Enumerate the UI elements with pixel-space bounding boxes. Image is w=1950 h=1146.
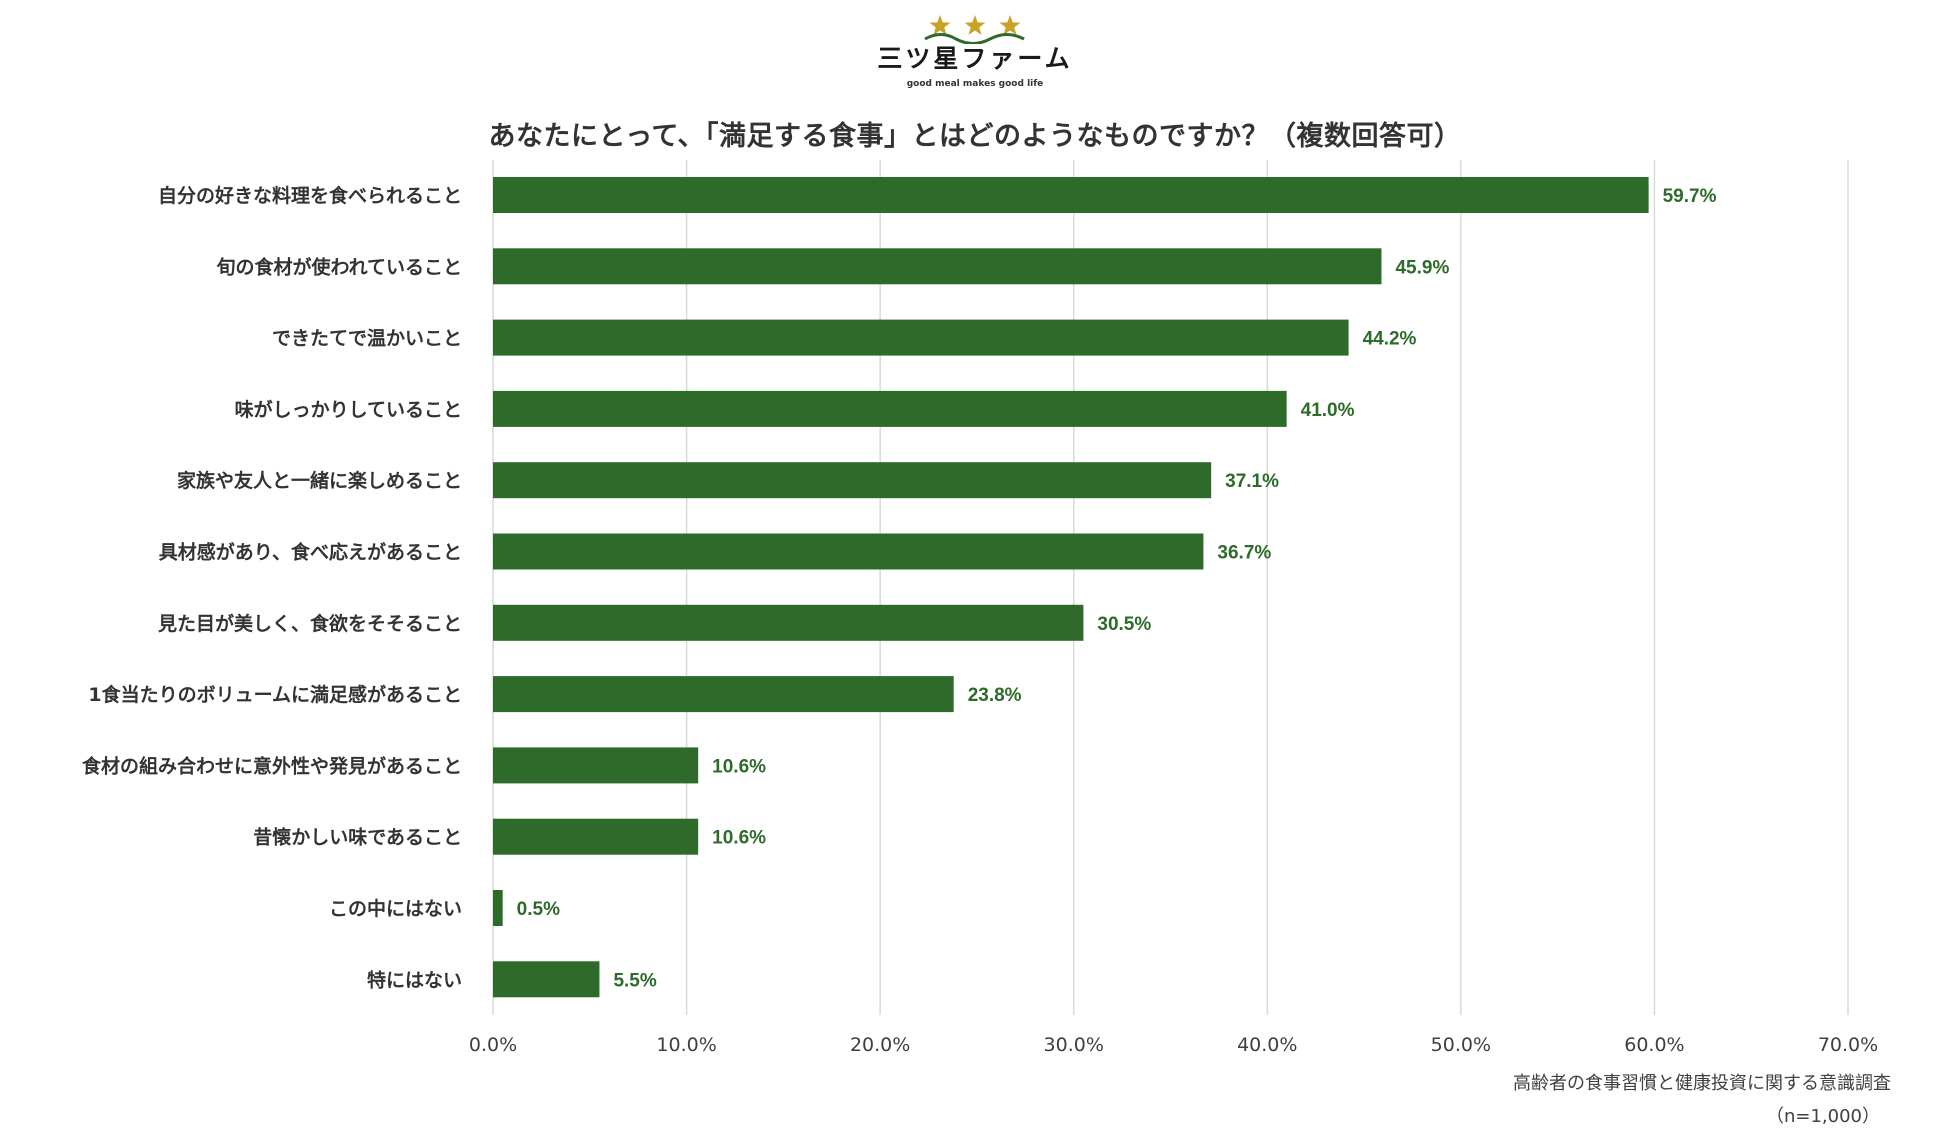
value-label: 10.6% <box>712 828 766 849</box>
category-label: 1食当たりのボリュームに満足感があること <box>88 683 462 706</box>
value-label: 45.9% <box>1395 257 1449 278</box>
value-label: 30.5% <box>1097 614 1151 635</box>
category-label: 具材感があり、食べ応えがあること <box>159 541 462 564</box>
value-label: 5.5% <box>613 970 656 991</box>
x-tick-label: 60.0% <box>1624 1034 1684 1056</box>
x-tick-label: 50.0% <box>1431 1034 1491 1056</box>
category-label: 家族や友人と一緒に楽しめること <box>177 469 462 492</box>
bar <box>493 248 1382 285</box>
bar <box>493 961 600 998</box>
x-tick-label: 20.0% <box>850 1034 910 1056</box>
value-label: 41.0% <box>1301 400 1355 421</box>
x-tick-label: 10.0% <box>656 1034 716 1056</box>
category-label: 食材の組み合わせに意外性や発見があること <box>82 754 462 777</box>
value-label: 10.6% <box>712 756 766 777</box>
bar <box>493 390 1287 427</box>
bars <box>493 177 1649 998</box>
star-icon <box>929 15 951 35</box>
value-label: 37.1% <box>1225 471 1279 492</box>
x-tick-label: 30.0% <box>1044 1034 1104 1056</box>
x-tick-label: 40.0% <box>1237 1034 1297 1056</box>
bar <box>493 890 503 926</box>
bar <box>493 676 954 713</box>
category-label: 味がしっかりしていること <box>235 398 462 421</box>
star-icon <box>924 15 1025 44</box>
sample-size-note: （n=1,000） <box>1765 1106 1880 1127</box>
x-tick-label: 70.0% <box>1818 1034 1878 1056</box>
labels: 0.0% 10.0% 20.0% 30.0% 40.0% 50.0% 60.0% 70.0% 自… <box>82 184 1878 1056</box>
bar <box>493 319 1349 356</box>
star-icon <box>964 15 986 35</box>
category-label: 特にはない <box>367 969 462 991</box>
chart-title: あなたにとって、「満足する食事」とはどのようなものですか？（複数回答可） <box>488 121 1462 152</box>
grid-lines <box>492 160 1849 1015</box>
category-label: できたてで温かいこと <box>272 328 462 350</box>
category-label: 昔懐かしい味であること <box>253 826 462 849</box>
category-label: 自分の好きな料理を食べられること <box>158 184 462 207</box>
value-label: 36.7% <box>1217 543 1271 564</box>
category-label: 見た目が美しく、食欲をそそること <box>158 612 462 635</box>
category-label: この中にはない <box>329 897 462 920</box>
bar <box>493 462 1212 499</box>
category-label: 旬の食材が使われていること <box>217 255 462 278</box>
source-note: 高齢者の食事習慣と健康投資に関する意識調査 <box>1513 1073 1891 1094</box>
star-icon <box>999 15 1021 35</box>
bar <box>493 533 1204 570</box>
bar <box>493 177 1649 213</box>
logo-tagline: good meal makes good life <box>906 79 1044 89</box>
value-label: 0.5% <box>517 899 560 920</box>
logo: 三ツ星ファーム good meal makes good life <box>0 14 1950 104</box>
value-label: 23.8% <box>968 685 1022 706</box>
x-tick-label: 0.0% <box>469 1034 517 1056</box>
value-label: 59.7% <box>1663 186 1717 207</box>
bar <box>493 604 1084 641</box>
bar <box>493 747 699 784</box>
bar <box>493 818 699 855</box>
value-label: 44.2% <box>1363 329 1417 350</box>
logo-name: 三ツ星ファーム <box>877 44 1073 73</box>
